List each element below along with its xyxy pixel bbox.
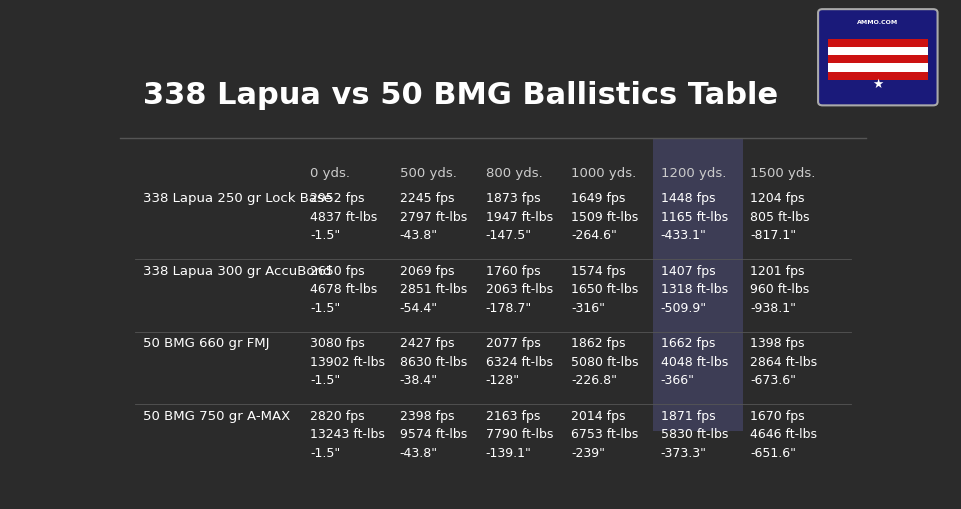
Text: 0 yds.: 0 yds. (310, 167, 350, 180)
Text: 3080 fps
13902 ft-lbs
-1.5": 3080 fps 13902 ft-lbs -1.5" (310, 337, 385, 387)
Text: 1662 fps
4048 ft-lbs
-366": 1662 fps 4048 ft-lbs -366" (660, 337, 727, 387)
Text: 2077 fps
6324 ft-lbs
-128": 2077 fps 6324 ft-lbs -128" (485, 337, 552, 387)
Text: ★: ★ (872, 78, 882, 91)
Bar (827, 55, 926, 64)
Text: 2069 fps
2851 ft-lbs
-54.4": 2069 fps 2851 ft-lbs -54.4" (400, 265, 467, 315)
Bar (827, 40, 926, 47)
Bar (827, 64, 926, 71)
Text: 1200 yds.: 1200 yds. (660, 167, 726, 180)
Text: 1649 fps
1509 ft-lbs
-264.6": 1649 fps 1509 ft-lbs -264.6" (571, 192, 638, 242)
Text: 1500 yds.: 1500 yds. (750, 167, 815, 180)
Text: 2245 fps
2797 ft-lbs
-43.8": 2245 fps 2797 ft-lbs -43.8" (400, 192, 467, 242)
Text: 1873 fps
1947 ft-lbs
-147.5": 1873 fps 1947 ft-lbs -147.5" (485, 192, 553, 242)
Text: AMMO.COM: AMMO.COM (856, 20, 898, 25)
Text: 1201 fps
960 ft-lbs
-938.1": 1201 fps 960 ft-lbs -938.1" (750, 265, 808, 315)
Bar (653, 137, 742, 432)
Text: 2427 fps
8630 ft-lbs
-38.4": 2427 fps 8630 ft-lbs -38.4" (400, 337, 467, 387)
Text: 2014 fps
6753 ft-lbs
-239": 2014 fps 6753 ft-lbs -239" (571, 410, 638, 460)
Text: 800 yds.: 800 yds. (485, 167, 542, 180)
Text: 338 Lapua 300 gr AccuBond: 338 Lapua 300 gr AccuBond (142, 265, 331, 278)
Text: 50 BMG 750 gr A-MAX: 50 BMG 750 gr A-MAX (142, 410, 289, 423)
Text: 2163 fps
7790 ft-lbs
-139.1": 2163 fps 7790 ft-lbs -139.1" (485, 410, 553, 460)
Bar (827, 47, 926, 55)
Text: 2650 fps
4678 ft-lbs
-1.5": 2650 fps 4678 ft-lbs -1.5" (310, 265, 378, 315)
Text: 500 yds.: 500 yds. (400, 167, 456, 180)
Text: 1000 yds.: 1000 yds. (571, 167, 636, 180)
Text: 1204 fps
805 ft-lbs
-817.1": 1204 fps 805 ft-lbs -817.1" (750, 192, 809, 242)
Text: 1760 fps
2063 ft-lbs
-178.7": 1760 fps 2063 ft-lbs -178.7" (485, 265, 553, 315)
Text: 1407 fps
1318 ft-lbs
-509.9": 1407 fps 1318 ft-lbs -509.9" (660, 265, 727, 315)
Text: 2398 fps
9574 ft-lbs
-43.8": 2398 fps 9574 ft-lbs -43.8" (400, 410, 467, 460)
Text: 2820 fps
13243 ft-lbs
-1.5": 2820 fps 13243 ft-lbs -1.5" (310, 410, 384, 460)
Bar (827, 71, 926, 79)
Text: 1398 fps
2864 ft-lbs
-673.6": 1398 fps 2864 ft-lbs -673.6" (750, 337, 817, 387)
Text: 338 Lapua vs 50 BMG Ballistics Table: 338 Lapua vs 50 BMG Ballistics Table (142, 80, 776, 109)
Text: 1871 fps
5830 ft-lbs
-373.3": 1871 fps 5830 ft-lbs -373.3" (660, 410, 727, 460)
Text: 2952 fps
4837 ft-lbs
-1.5": 2952 fps 4837 ft-lbs -1.5" (310, 192, 378, 242)
Text: 1448 fps
1165 ft-lbs
-433.1": 1448 fps 1165 ft-lbs -433.1" (660, 192, 727, 242)
Text: 1862 fps
5080 ft-lbs
-226.8": 1862 fps 5080 ft-lbs -226.8" (571, 337, 638, 387)
Text: 50 BMG 660 gr FMJ: 50 BMG 660 gr FMJ (142, 337, 269, 350)
Text: 338 Lapua 250 gr Lock Base: 338 Lapua 250 gr Lock Base (142, 192, 332, 205)
Text: 1670 fps
4646 ft-lbs
-651.6": 1670 fps 4646 ft-lbs -651.6" (750, 410, 817, 460)
Text: 1574 fps
1650 ft-lbs
-316": 1574 fps 1650 ft-lbs -316" (571, 265, 638, 315)
FancyBboxPatch shape (817, 9, 937, 105)
